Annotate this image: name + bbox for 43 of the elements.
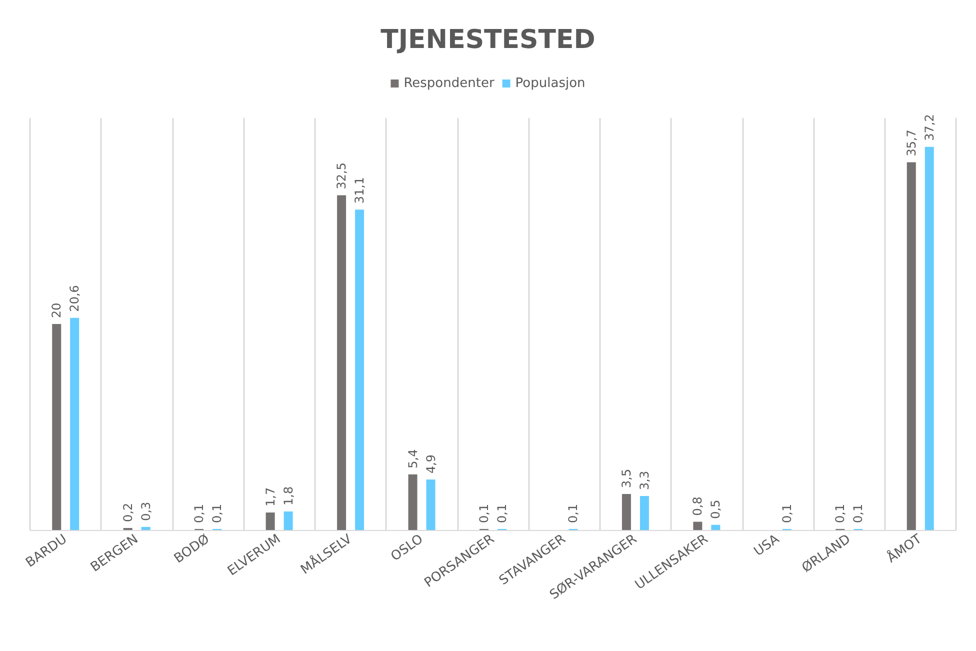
- bar: [355, 210, 364, 530]
- bar: [906, 162, 916, 530]
- data-label: 35,7: [904, 130, 918, 156]
- data-label: 32,5: [334, 162, 349, 190]
- data-label: 0,5: [708, 500, 723, 519]
- data-label: 5,4: [406, 449, 420, 468]
- data-label: 1,8: [281, 486, 296, 506]
- data-label: 3,3: [637, 470, 652, 490]
- data-label: 0,1: [477, 504, 491, 523]
- data-label: 0,1: [210, 504, 224, 523]
- data-label: 0,1: [851, 504, 866, 523]
- bar: [711, 524, 720, 530]
- bar: [141, 526, 150, 530]
- data-label: 1,7: [263, 487, 278, 506]
- bar: [284, 511, 293, 530]
- data-label: 20,6: [68, 285, 82, 312]
- data-label: 0,3: [138, 502, 153, 521]
- bar: [622, 494, 631, 530]
- bar: [52, 324, 62, 530]
- data-label: 31,1: [352, 176, 367, 204]
- legend-label: Populasjon: [515, 76, 586, 91]
- bar: [693, 522, 702, 530]
- data-label: 3,5: [619, 468, 634, 488]
- bar: [337, 195, 346, 530]
- bar: [408, 474, 418, 530]
- chart-title: TJENESTESTED: [380, 25, 596, 55]
- bar: [426, 480, 436, 530]
- data-label: 4,9: [424, 454, 438, 474]
- bar: [70, 318, 80, 530]
- data-label: 0,1: [833, 504, 848, 523]
- legend-label: Respondenter: [404, 76, 495, 91]
- data-label: 20: [50, 302, 64, 318]
- data-label: 0,1: [495, 504, 509, 523]
- data-label: 37,2: [922, 114, 936, 141]
- x-tick-label: USA: [752, 532, 782, 560]
- data-label: 0,2: [120, 502, 135, 522]
- data-label: 0,8: [690, 496, 705, 516]
- data-label: 0,1: [192, 504, 206, 523]
- bar: [640, 496, 649, 530]
- bar: [924, 146, 934, 530]
- data-label: 0,1: [780, 504, 794, 523]
- data-label: 0,1: [566, 504, 580, 523]
- bar: [266, 512, 275, 530]
